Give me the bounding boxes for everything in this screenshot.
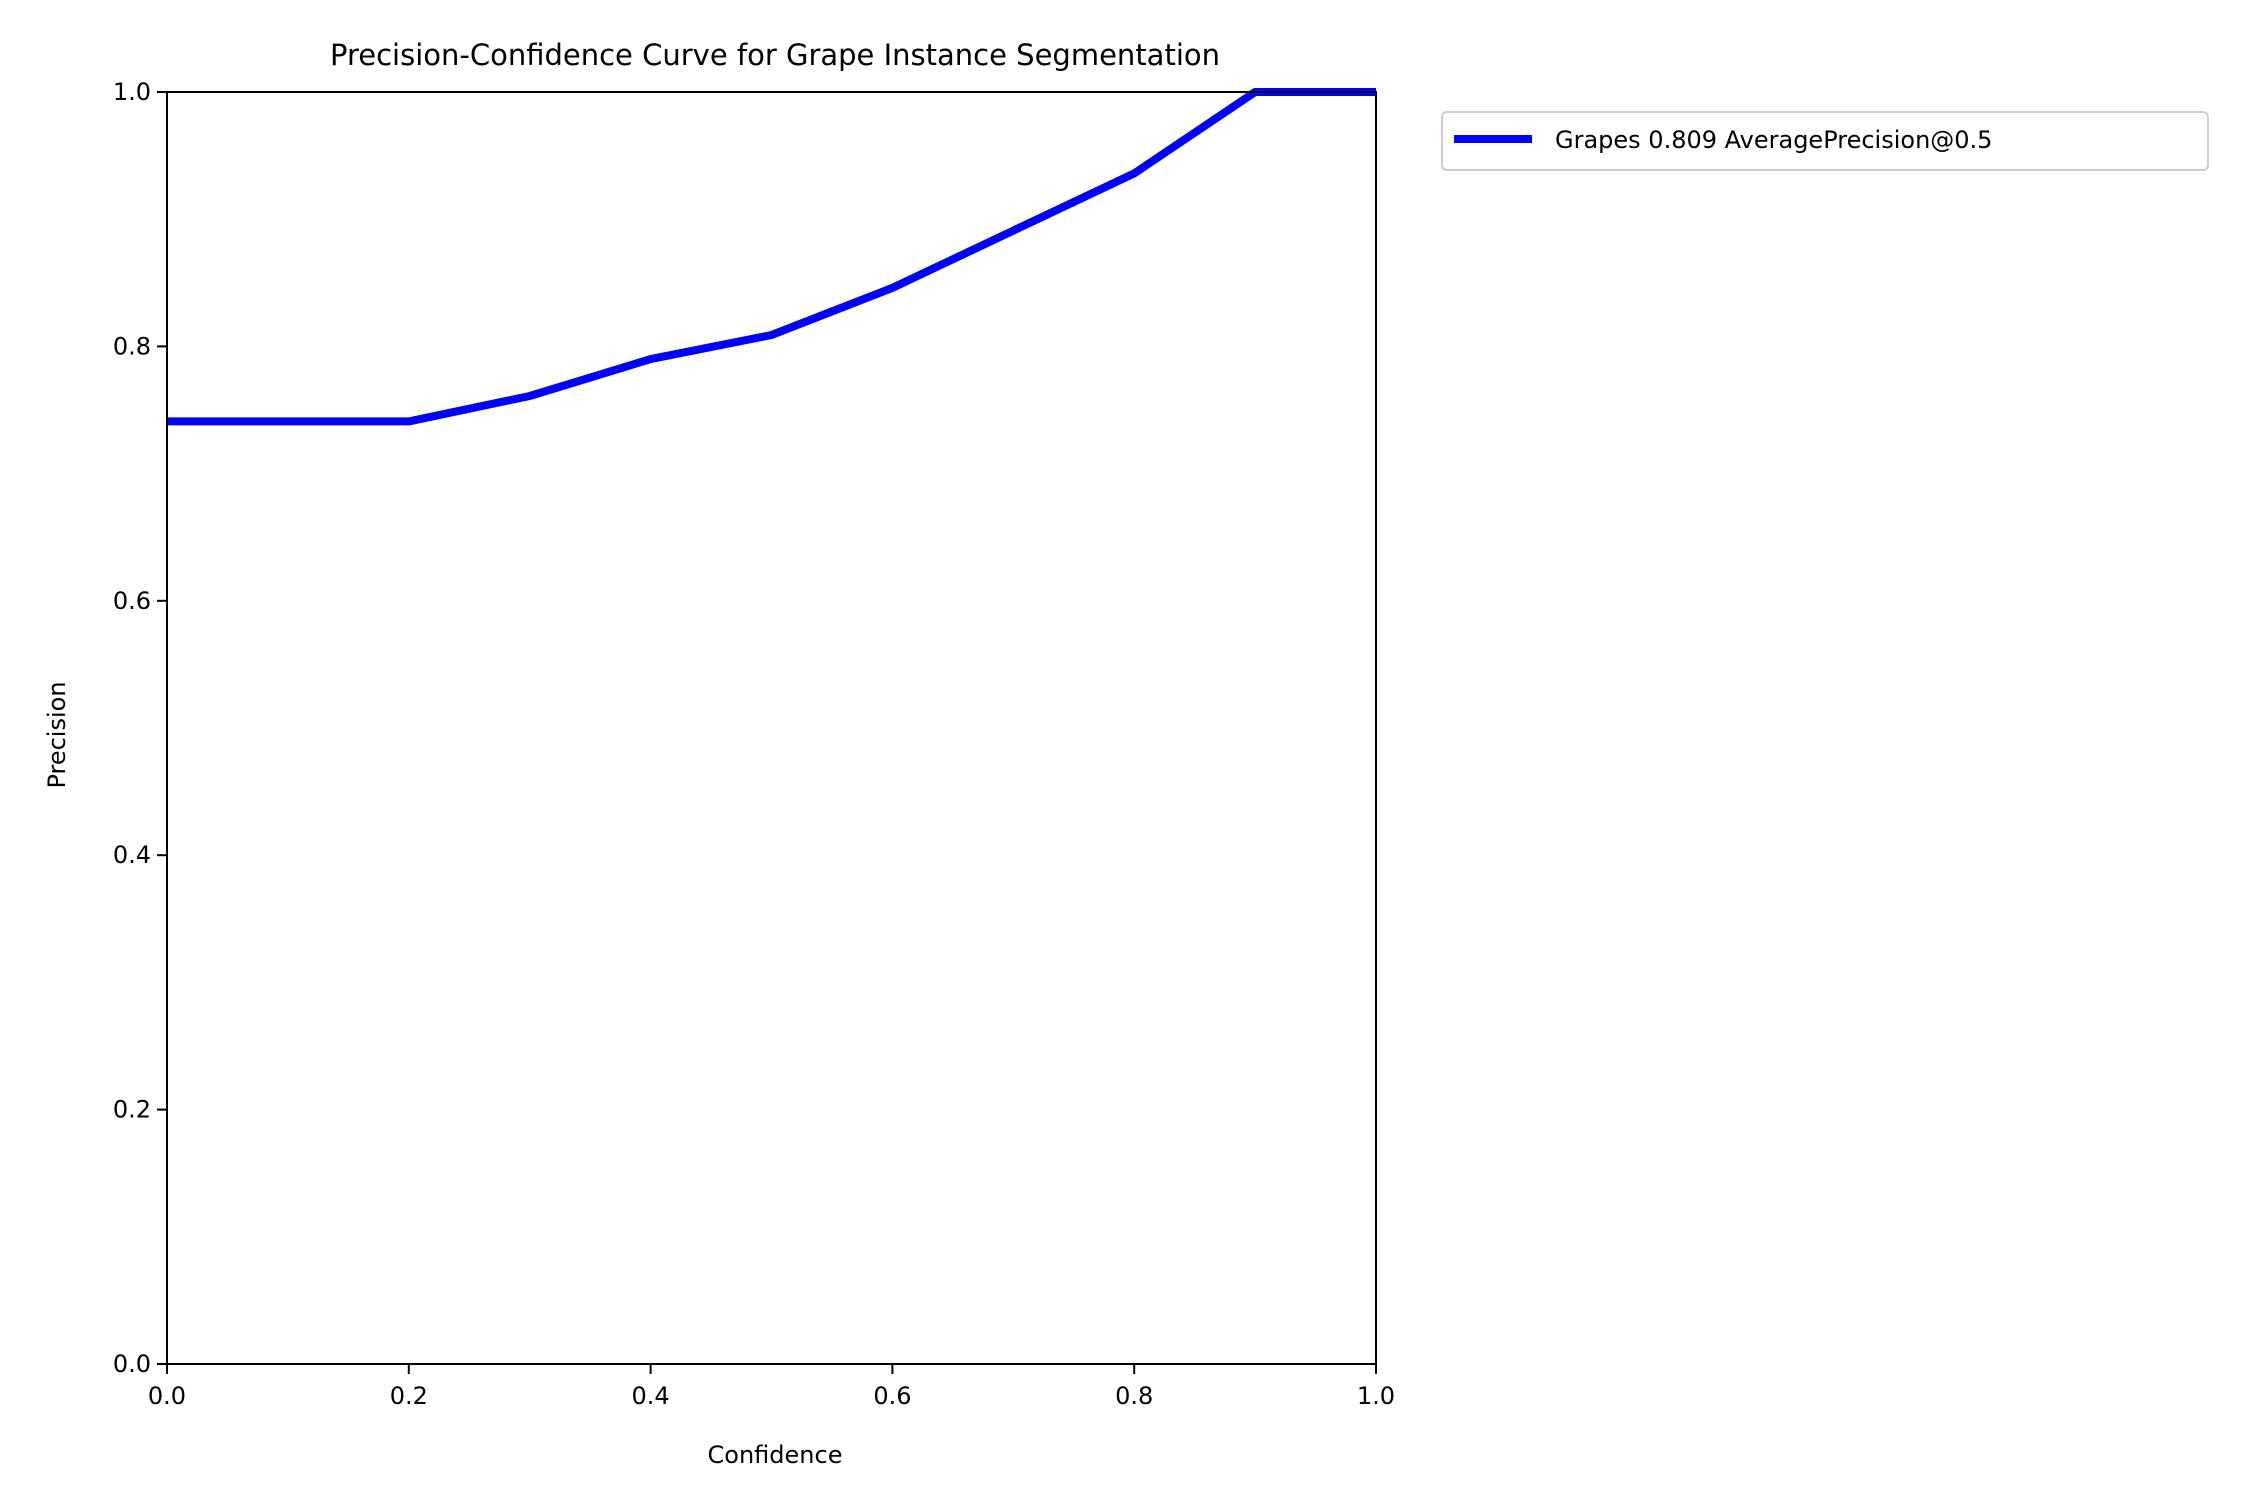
y-tick-label: 0.6 — [113, 587, 151, 615]
y-tick-label: 0.8 — [113, 332, 151, 360]
y-tick-label: 0.4 — [113, 841, 151, 869]
legend-frame — [1441, 111, 2209, 171]
axes-layer: 0.0 0.2 0.4 0.6 0.8 1.0 0.0 0.2 0.4 0.6 0.8 1.0 — [113, 78, 1395, 1410]
x-tick-label: 0.6 — [873, 1382, 911, 1410]
legend: Grapes 0.809 AveragePrecision@0.5 — [1441, 111, 2209, 171]
x-axis-label: Confidence — [708, 1441, 843, 1469]
plot-layer — [167, 88, 1376, 426]
series-line-0 — [167, 88, 1376, 426]
x-tick-label: 0.2 — [390, 1382, 428, 1410]
chart-title: Precision-Confidence Curve for Grape Ins… — [330, 38, 1220, 72]
x-tick-label: 0.8 — [1115, 1382, 1153, 1410]
plot-frame — [166, 91, 1377, 1365]
y-axis-label: Precision — [43, 681, 71, 788]
y-tick-label: 0.2 — [113, 1096, 151, 1124]
legend-entry-label: Grapes 0.809 AveragePrecision@0.5 — [1555, 126, 1992, 154]
x-tick-label: 1.0 — [1357, 1382, 1395, 1410]
y-tick-label: 1.0 — [113, 78, 151, 106]
x-tick-label: 0.4 — [632, 1382, 670, 1410]
y-tick-label: 0.0 — [113, 1350, 151, 1378]
x-tick-label: 0.0 — [148, 1382, 186, 1410]
